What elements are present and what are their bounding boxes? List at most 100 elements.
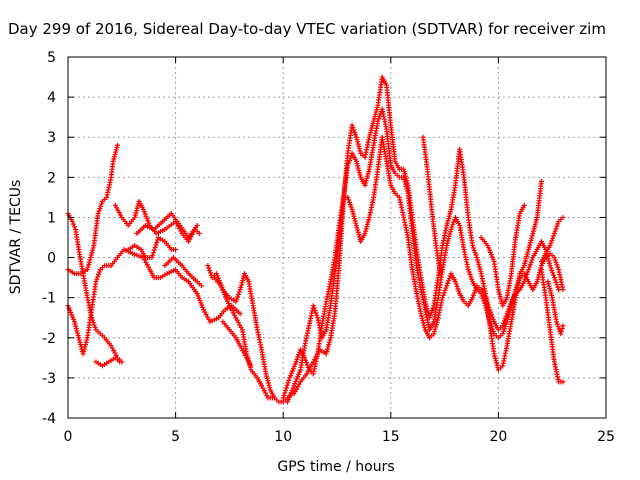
data-point-marker bbox=[362, 182, 368, 188]
data-point-marker bbox=[95, 274, 101, 280]
data-point-marker bbox=[345, 194, 351, 200]
data-point-marker bbox=[377, 113, 383, 119]
data-point-marker bbox=[283, 387, 289, 393]
data-point-marker bbox=[353, 158, 359, 164]
data-point-marker bbox=[476, 261, 482, 267]
data-point-marker bbox=[531, 226, 537, 232]
data-point-marker bbox=[468, 274, 474, 280]
data-point-marker bbox=[113, 147, 119, 153]
data-point-marker bbox=[285, 399, 291, 405]
data-point-marker bbox=[355, 229, 361, 235]
data-point-marker bbox=[363, 178, 369, 184]
data-point-marker bbox=[91, 322, 97, 328]
data-point-marker bbox=[470, 245, 476, 251]
data-point-marker bbox=[446, 213, 452, 219]
data-point-marker bbox=[367, 132, 373, 138]
data-point-marker bbox=[237, 287, 243, 293]
data-point-marker bbox=[488, 252, 494, 258]
data-point-marker bbox=[555, 264, 561, 270]
data-point-marker bbox=[94, 276, 100, 282]
data-point-marker bbox=[547, 263, 553, 269]
data-point-marker bbox=[427, 312, 433, 318]
data-point-marker bbox=[526, 244, 532, 250]
data-point-marker bbox=[291, 383, 297, 389]
data-point-marker bbox=[233, 299, 239, 305]
data-point-marker bbox=[284, 382, 290, 388]
data-point-marker bbox=[324, 349, 330, 355]
x-tick-label: 15 bbox=[382, 429, 400, 445]
x-tick-label: 20 bbox=[489, 429, 507, 445]
data-point-marker bbox=[69, 218, 75, 224]
data-point-marker bbox=[265, 378, 271, 384]
data-point-marker bbox=[528, 237, 534, 243]
data-point-marker bbox=[311, 305, 317, 311]
data-point-marker bbox=[490, 256, 496, 262]
data-point-marker bbox=[548, 240, 554, 246]
data-point-marker bbox=[71, 224, 77, 230]
data-point-marker bbox=[289, 368, 295, 374]
data-point-marker bbox=[442, 287, 448, 293]
data-point-marker bbox=[363, 180, 369, 186]
data-point-marker bbox=[376, 116, 382, 122]
data-point-marker bbox=[111, 154, 117, 160]
data-point-marker bbox=[237, 311, 243, 317]
data-point-marker bbox=[144, 216, 150, 222]
data-point-marker bbox=[549, 292, 555, 298]
data-point-marker bbox=[447, 231, 453, 237]
data-point-marker bbox=[73, 323, 79, 329]
x-tick-label: 5 bbox=[171, 429, 180, 445]
data-point-marker bbox=[521, 279, 527, 285]
data-point-marker bbox=[356, 143, 362, 149]
data-point-marker bbox=[422, 324, 428, 330]
data-point-marker bbox=[554, 282, 560, 288]
data-point-marker bbox=[326, 339, 332, 345]
data-point-marker bbox=[471, 290, 477, 296]
data-point-marker bbox=[324, 346, 330, 352]
data-point-marker bbox=[71, 316, 77, 322]
data-point-marker bbox=[550, 272, 556, 278]
data-point-marker bbox=[560, 287, 566, 293]
data-point-marker bbox=[114, 142, 120, 148]
data-point-marker bbox=[75, 332, 81, 338]
data-point-marker bbox=[194, 222, 200, 228]
data-point-marker bbox=[288, 373, 294, 379]
data-point-marker bbox=[446, 216, 452, 222]
data-point-marker bbox=[85, 264, 91, 270]
data-point-marker bbox=[327, 337, 333, 343]
data-point-marker bbox=[555, 221, 561, 227]
data-point-marker bbox=[289, 370, 295, 376]
data-point-marker bbox=[87, 257, 93, 263]
data-point-marker bbox=[151, 247, 157, 253]
data-point-marker bbox=[450, 222, 456, 228]
data-point-marker bbox=[558, 331, 564, 337]
data-point-marker bbox=[469, 276, 475, 282]
data-point-marker bbox=[439, 295, 445, 301]
x-axis-label: GPS time / hours bbox=[277, 459, 394, 475]
data-point-marker bbox=[66, 305, 72, 311]
data-point-marker bbox=[472, 250, 478, 256]
data-point-marker bbox=[88, 252, 94, 258]
data-point-marker bbox=[294, 376, 300, 382]
data-point-marker bbox=[199, 302, 205, 308]
data-point-marker bbox=[149, 255, 155, 261]
data-point-marker bbox=[289, 387, 295, 393]
data-point-marker bbox=[264, 373, 270, 379]
data-point-marker bbox=[238, 284, 244, 290]
data-point-marker bbox=[432, 326, 438, 332]
y-tick-label: 3 bbox=[47, 130, 56, 146]
data-point-marker bbox=[530, 228, 536, 234]
data-point-marker bbox=[280, 395, 286, 401]
data-point-marker bbox=[86, 259, 92, 265]
data-point-marker bbox=[560, 323, 566, 329]
data-point-marker bbox=[293, 378, 299, 384]
data-point-marker bbox=[492, 355, 498, 361]
data-point-marker bbox=[422, 299, 428, 305]
data-point-marker bbox=[282, 390, 288, 396]
data-point-marker bbox=[508, 305, 514, 311]
data-point-marker bbox=[555, 324, 561, 330]
data-point-marker bbox=[456, 288, 462, 294]
data-point-marker bbox=[214, 273, 220, 279]
data-point-marker bbox=[546, 260, 552, 266]
data-point-marker bbox=[290, 366, 296, 372]
data-point-marker bbox=[445, 280, 451, 286]
